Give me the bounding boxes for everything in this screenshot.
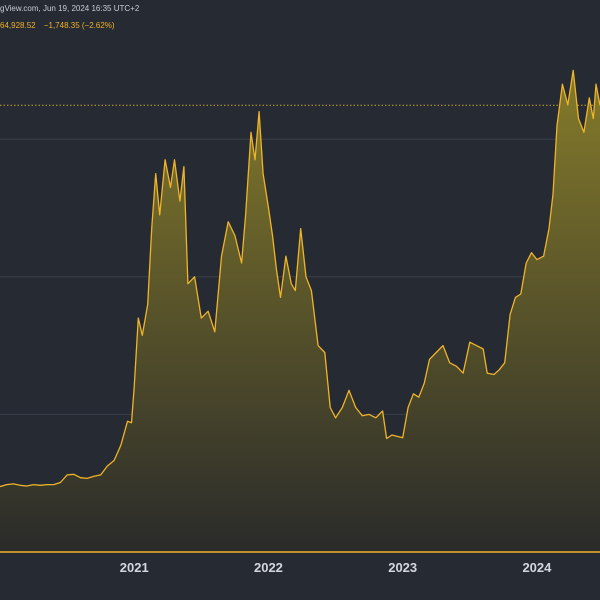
price-readout: 64,928.52 −1,748.35 (−2.62%)	[0, 21, 121, 31]
current-price: 64,928.52	[0, 21, 36, 30]
price-change: −1,748.35 (−2.62%)	[43, 21, 115, 30]
source-timestamp: gView.com, Jun 19, 2024 16:35 UTC+2	[0, 4, 140, 13]
price-line	[0, 69, 600, 488]
chart-header: gView.com, Jun 19, 2024 16:35 UTC+2 64,9…	[0, 0, 600, 36]
x-tick-label-2021: 2021	[120, 560, 149, 575]
x-tick-label-2022: 2022	[254, 560, 283, 575]
x-tick-label-2024: 2024	[522, 560, 552, 575]
price-area-fill	[0, 70, 600, 553]
x-axis-ticks: 2021 2022 2023 2024	[120, 560, 552, 575]
x-tick-label-2023: 2023	[388, 560, 417, 575]
